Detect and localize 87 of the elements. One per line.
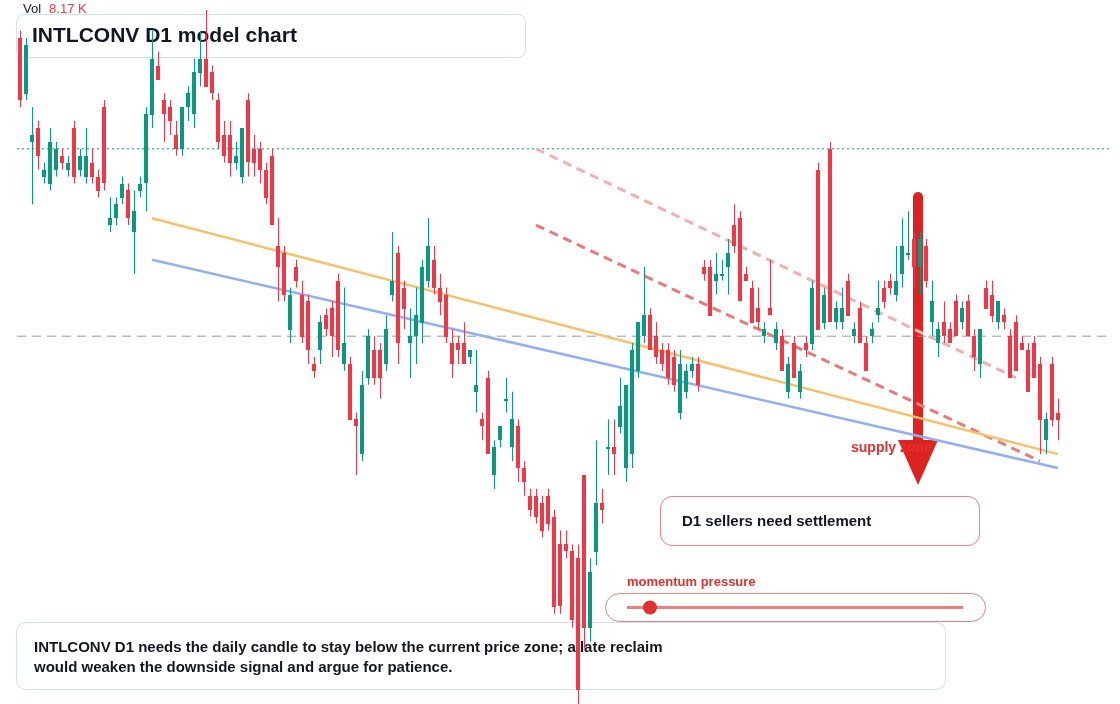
candlestick xyxy=(840,287,844,330)
candlestick xyxy=(168,99,172,136)
candlestick xyxy=(42,162,46,184)
candlestick xyxy=(66,155,70,178)
candlestick xyxy=(696,356,700,393)
candlestick xyxy=(462,321,466,365)
candlestick xyxy=(60,148,64,171)
candlestick xyxy=(762,321,766,344)
candlestick xyxy=(354,412,358,476)
candlestick xyxy=(408,307,412,379)
candlestick xyxy=(726,238,730,296)
candlestick xyxy=(186,85,190,122)
candlestick xyxy=(960,300,964,330)
candlestick xyxy=(876,280,880,323)
candlestick xyxy=(504,377,508,414)
candlestick xyxy=(654,321,658,365)
annotation: INTLCONV D1 needs the daily candle to stay below the current price zone; a late reclaim would weaken the downside signal and argue for patience. xyxy=(34,637,664,677)
candlestick xyxy=(108,196,112,233)
candlestick xyxy=(342,287,346,372)
candlestick xyxy=(714,252,718,296)
candlestick xyxy=(888,273,892,296)
candlestick xyxy=(618,377,622,434)
candlestick xyxy=(474,349,478,414)
candlestick xyxy=(720,259,724,282)
candlestick xyxy=(78,148,82,178)
candlestick xyxy=(114,196,118,226)
candlestick xyxy=(258,141,262,184)
candlestick xyxy=(804,335,808,358)
candlestick xyxy=(852,321,856,344)
candlestick xyxy=(1002,307,1006,330)
candlestick xyxy=(450,328,454,379)
candlestick xyxy=(390,231,394,302)
candlestick xyxy=(414,287,418,365)
candlestick xyxy=(690,356,694,379)
candlestick xyxy=(210,65,214,101)
candlestick xyxy=(294,259,298,289)
candlestick xyxy=(996,300,1000,330)
candlestick xyxy=(882,280,886,309)
candlestick xyxy=(990,280,994,323)
candlestick xyxy=(756,287,760,330)
candlestick xyxy=(642,266,646,344)
candlestick xyxy=(276,217,280,302)
candlestick xyxy=(930,280,934,337)
candlestick xyxy=(162,92,166,143)
candlestick xyxy=(252,134,256,178)
candlestick xyxy=(906,210,910,261)
candlestick xyxy=(870,321,874,344)
candlestick xyxy=(90,148,94,184)
candlestick xyxy=(942,300,946,344)
candlestick xyxy=(534,488,538,525)
candlestick xyxy=(522,460,526,497)
candlestick xyxy=(528,488,532,518)
candlestick xyxy=(606,418,610,476)
candlestick xyxy=(156,51,160,80)
candlestick xyxy=(732,203,736,254)
candlestick xyxy=(138,176,142,198)
candlestick xyxy=(456,335,460,365)
candlestick xyxy=(174,120,178,157)
candlestick xyxy=(438,273,442,316)
candlestick xyxy=(660,342,664,372)
candlestick xyxy=(120,176,124,205)
candlestick xyxy=(972,328,976,372)
candlestick xyxy=(96,169,100,198)
candlestick xyxy=(480,412,484,441)
candlestick xyxy=(498,425,502,448)
candlestick xyxy=(702,259,706,282)
candlestick xyxy=(894,245,898,302)
candlestick xyxy=(612,418,616,476)
annotation: momentum pressure xyxy=(627,574,756,589)
annotation: Vol 8.17 K xyxy=(23,1,87,16)
candlestick xyxy=(1044,412,1048,455)
candlestick xyxy=(222,120,226,164)
candlestick xyxy=(600,488,604,525)
candlestick xyxy=(798,363,802,400)
candlestick xyxy=(312,356,316,379)
candlestick xyxy=(324,307,328,337)
candlestick xyxy=(564,530,568,559)
candlestick xyxy=(1056,398,1060,441)
candlestick xyxy=(936,321,940,358)
candlestick xyxy=(402,280,406,330)
candlestick xyxy=(834,300,838,330)
candlestick xyxy=(984,280,988,309)
candlestick xyxy=(684,363,688,400)
candlestick xyxy=(774,321,778,351)
annotation: D1 sellers need settlement xyxy=(682,512,872,529)
candlestick xyxy=(132,189,136,275)
candlestick xyxy=(768,259,772,316)
